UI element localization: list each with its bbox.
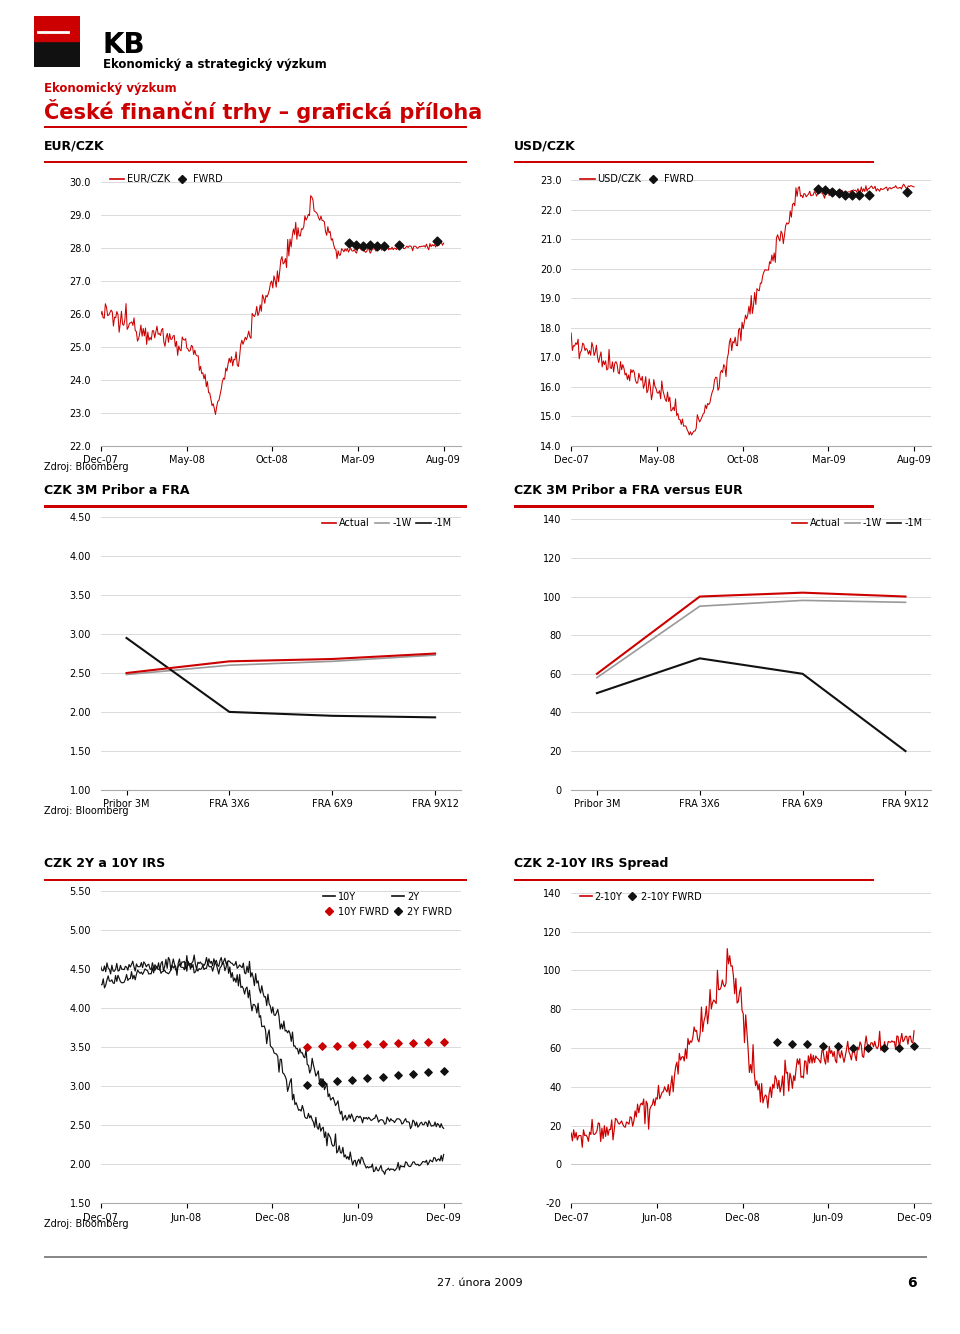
Point (838, 184, 853, 205)
Point (405, 1063, 420, 1085)
Text: 6: 6 (907, 1277, 917, 1290)
Point (420, 1062, 436, 1083)
Text: České finanční trhy – grafická příloha: České finanční trhy – grafická příloha (44, 99, 483, 123)
Text: EUR/CZK: EUR/CZK (44, 140, 105, 153)
Text: KB: KB (103, 32, 145, 59)
Point (375, 1034, 391, 1055)
Text: Zdroj: Bloomberg: Zdroj: Bloomberg (44, 1219, 129, 1229)
Point (906, 1035, 922, 1057)
Point (810, 179, 826, 200)
Point (891, 1038, 906, 1059)
Point (429, 231, 444, 252)
Point (845, 184, 860, 205)
Point (436, 1059, 451, 1081)
Bar (34, 16, 80, 41)
Point (329, 1035, 345, 1057)
Text: CZK 3M Pribor a FRA versus EUR: CZK 3M Pribor a FRA versus EUR (514, 484, 742, 498)
Text: Ekonomický a strategický výzkum: Ekonomický a strategický výzkum (103, 57, 326, 71)
Point (342, 232, 357, 253)
Point (329, 1071, 345, 1093)
Point (314, 1073, 329, 1094)
Point (345, 1070, 360, 1091)
Point (376, 235, 392, 256)
Legend: Actual, -1W, -1M: Actual, -1W, -1M (788, 515, 926, 532)
Point (861, 1038, 876, 1059)
Point (769, 1031, 784, 1053)
Legend: 2-10Y, 2-10Y FWRD: 2-10Y, 2-10Y FWRD (576, 888, 706, 906)
Point (830, 1035, 846, 1057)
Text: CZK 2-10Y IRS Spread: CZK 2-10Y IRS Spread (514, 858, 668, 871)
Text: Zdroj: Bloomberg: Zdroj: Bloomberg (44, 806, 129, 815)
Point (420, 1031, 436, 1053)
Point (405, 1033, 420, 1054)
Point (784, 1034, 800, 1055)
Point (362, 235, 377, 256)
Point (900, 181, 915, 203)
Point (314, 1035, 329, 1057)
Point (800, 1034, 815, 1055)
Point (299, 1074, 314, 1095)
Point (436, 1031, 451, 1053)
Point (815, 1035, 830, 1057)
Point (299, 1037, 314, 1058)
Text: USD/CZK: USD/CZK (514, 140, 575, 153)
Text: CZK 3M Pribor a FRA: CZK 3M Pribor a FRA (44, 484, 190, 498)
Point (862, 184, 877, 205)
Point (360, 1067, 375, 1089)
Point (391, 1065, 406, 1086)
Point (345, 1034, 360, 1055)
Text: 27. února 2009: 27. února 2009 (437, 1278, 523, 1289)
Point (831, 183, 847, 204)
Legend: EUR/CZK, FWRD: EUR/CZK, FWRD (106, 171, 227, 188)
Legend: USD/CZK, FWRD: USD/CZK, FWRD (576, 171, 697, 188)
Point (369, 236, 384, 257)
Point (355, 236, 371, 257)
Legend: Actual, -1W, -1M: Actual, -1W, -1M (318, 515, 456, 532)
Legend: 10Y, 10Y FWRD, 2Y, 2Y FWRD: 10Y, 10Y FWRD, 2Y, 2Y FWRD (319, 888, 456, 920)
Point (846, 1038, 861, 1059)
Point (360, 1034, 375, 1055)
Point (852, 185, 867, 207)
Text: CZK 2Y a 10Y IRS: CZK 2Y a 10Y IRS (44, 858, 165, 871)
Point (391, 1033, 406, 1054)
Point (817, 180, 832, 201)
Point (392, 233, 407, 255)
Point (876, 1038, 891, 1059)
Point (824, 181, 839, 203)
Point (375, 1066, 391, 1087)
Point (348, 233, 364, 255)
Text: Ekonomický výzkum: Ekonomický výzkum (44, 81, 177, 95)
Text: Zdroj: Bloomberg: Zdroj: Bloomberg (44, 462, 129, 471)
